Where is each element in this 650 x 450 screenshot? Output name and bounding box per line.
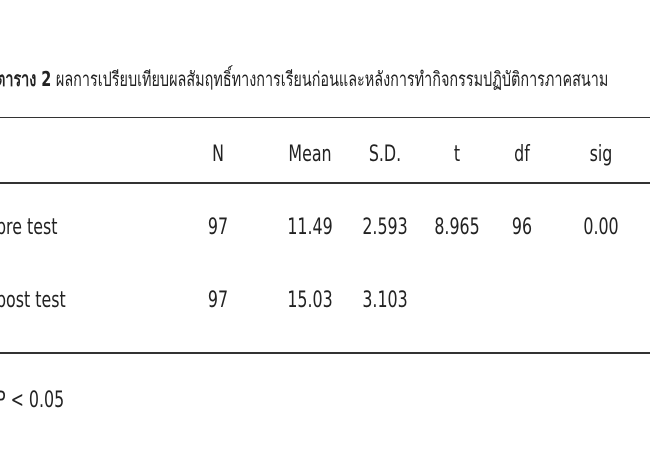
top-rule [0,117,650,118]
cell: 3.103 [362,288,408,313]
column-header: N [212,142,224,167]
column-header: sig [589,142,613,167]
cell: 96 [511,215,533,240]
column-header: df [514,142,530,167]
cell: 2.593 [362,215,408,240]
column-header: Mean [288,142,332,167]
cell: 0.00 [583,215,619,240]
cell: 11.49 [287,215,333,240]
note: P < 0.05 [0,388,65,413]
row-label: pre test [0,215,58,240]
bottom-rule [0,352,650,354]
column-header: S.D. [368,142,402,167]
cell: 97 [207,215,229,240]
cell: 15.03 [287,288,333,313]
cell: 8.965 [434,215,480,240]
cell: 97 [207,288,229,313]
caption: ตาราง 2 ผลการเปรียบเทียบผลสัมฤทธิ์ทางการ… [0,66,608,92]
row-label: post test [0,288,66,313]
column-header: t [453,142,461,167]
caption-text: ผลการเปรียบเทียบผลสัมฤทธิ์ทางการเรียนก่อ… [55,67,609,91]
caption-label: ตาราง 2 [0,67,52,91]
header-rule [0,182,650,184]
